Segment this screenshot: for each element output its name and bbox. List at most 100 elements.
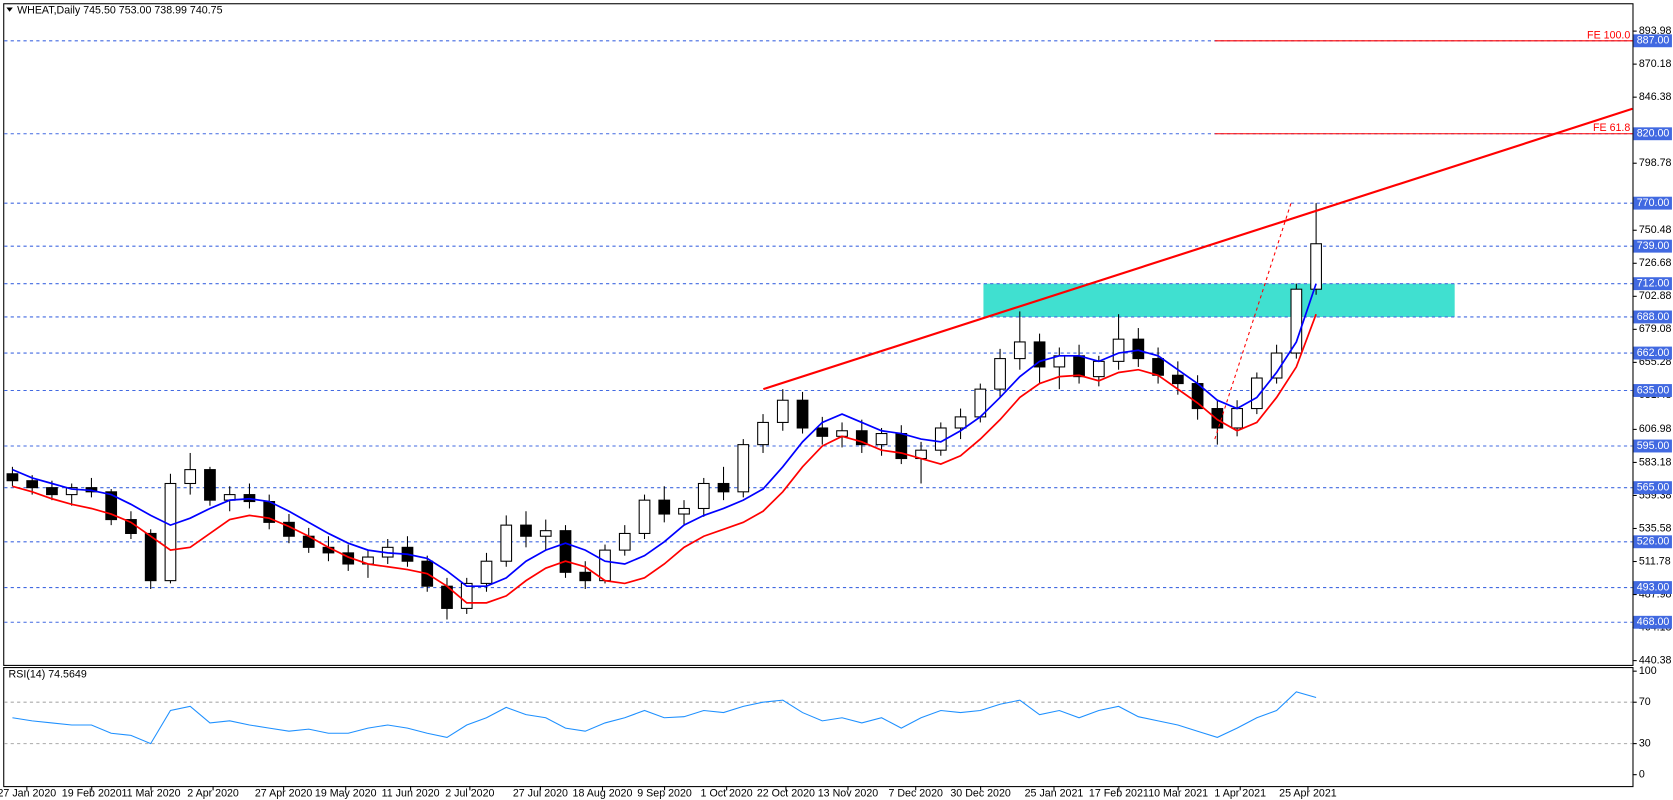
x-tick-label: 2 Jul 2020 <box>445 787 494 799</box>
candle-body <box>1152 358 1164 376</box>
trendline <box>763 107 1633 391</box>
rsi-line <box>12 691 1317 745</box>
candle-body <box>46 487 58 496</box>
y-tick-label: 583.18 <box>1639 456 1672 468</box>
fib-line <box>1214 202 1292 440</box>
x-tick-label: 18 Aug 2020 <box>573 787 633 799</box>
rsi-frame <box>3 667 1634 788</box>
level-label: 770.00 <box>1637 197 1670 209</box>
y-tick-label: 440.38 <box>1639 654 1672 666</box>
x-tick-label: 27 Apr 2020 <box>255 787 313 799</box>
x-tick-label: 13 Nov 2020 <box>818 787 879 799</box>
candle-body <box>599 549 611 582</box>
x-tick-label: 10 Mar 2021 <box>1148 787 1208 799</box>
candle-body <box>579 571 592 582</box>
level-label: 635.00 <box>1637 384 1670 396</box>
candle-body <box>618 532 631 551</box>
level-label-box <box>1633 34 1672 48</box>
candle-body <box>1092 360 1105 378</box>
candle-body <box>855 430 868 446</box>
x-tick-label: 9 Sep 2020 <box>637 787 692 799</box>
x-tick-label: 1 Apr 2021 <box>1214 787 1266 799</box>
candle-body <box>204 469 216 501</box>
candle-body <box>875 432 888 446</box>
level-label-box <box>1633 615 1672 629</box>
candle-body <box>65 487 78 496</box>
candle-body <box>1231 408 1243 429</box>
candle-body <box>105 491 118 521</box>
rsi-title: RSI(14) 74.5649 <box>9 668 87 680</box>
x-tick-label: 25 Jan 2021 <box>1025 787 1084 799</box>
y-tick-label: 679.08 <box>1639 323 1672 335</box>
rsi-y-tick-label: 30 <box>1639 737 1651 749</box>
candle-body <box>638 499 651 534</box>
level-label: 820.00 <box>1637 128 1670 140</box>
chart-title: WHEAT,Daily 745.50 753.00 738.99 740.75 <box>17 5 223 17</box>
menu-arrow <box>6 7 13 12</box>
level-label-box <box>1633 581 1672 595</box>
level-label: 468.00 <box>1637 616 1670 628</box>
level-label: 887.00 <box>1637 35 1670 47</box>
x-tick-label: 17 Feb 2021 <box>1089 787 1149 799</box>
candle-body <box>6 473 19 482</box>
support-zone <box>983 283 1455 317</box>
y-tick-label: 870.18 <box>1639 58 1672 70</box>
candle-body <box>954 416 967 429</box>
x-tick-label: 25 Apr 2021 <box>1279 787 1337 799</box>
main-frame <box>3 3 1634 666</box>
candle-body <box>1310 243 1322 290</box>
y-tick-label: 798.78 <box>1639 157 1672 169</box>
candle-body <box>1211 408 1224 429</box>
candle-body <box>757 421 769 446</box>
candle-body <box>1013 341 1026 360</box>
level-label: 493.00 <box>1637 581 1670 593</box>
fib-level-label: FE 100.0 <box>1587 29 1630 41</box>
candle-body <box>480 560 493 584</box>
x-tick-label: 27 Jan 2020 <box>0 787 56 799</box>
candle-body <box>1290 288 1303 354</box>
y-tick-label: 606.98 <box>1639 423 1672 435</box>
candle-body <box>1171 374 1184 385</box>
candle-body <box>164 482 177 582</box>
candle-body <box>1073 355 1085 378</box>
rsi-y-tick-label: 70 <box>1639 696 1651 708</box>
candle-body <box>717 482 730 493</box>
x-tick-label: 1 Oct 2020 <box>701 787 753 799</box>
x-tick-label: 30 Dec 2020 <box>950 787 1011 799</box>
level-label-box <box>1633 127 1672 141</box>
level-label-box <box>1633 481 1672 495</box>
y-tick-label: 511.78 <box>1639 555 1671 567</box>
level-label: 526.00 <box>1637 536 1670 548</box>
moving-average <box>12 283 1317 588</box>
candle-body <box>816 427 829 437</box>
level-label-box <box>1633 346 1672 360</box>
candle-body <box>460 582 473 609</box>
moving-average <box>12 313 1317 604</box>
candle-body <box>1033 341 1046 368</box>
x-tick-label: 11 Mar 2020 <box>121 787 180 799</box>
level-label: 712.00 <box>1637 277 1670 289</box>
candle-body <box>26 480 39 489</box>
y-tick-label: 535.58 <box>1639 522 1672 534</box>
level-label-box <box>1633 384 1672 397</box>
candle-body <box>1112 338 1125 362</box>
x-tick-label: 7 Dec 2020 <box>888 787 943 799</box>
candle-body <box>1250 377 1263 410</box>
candle-body <box>184 469 197 485</box>
candle-body <box>697 482 710 510</box>
y-tick-label: 750.48 <box>1639 224 1672 236</box>
candle-body <box>737 444 750 493</box>
y-tick-label: 726.68 <box>1639 257 1672 269</box>
x-tick-label: 19 Feb 2020 <box>62 787 122 799</box>
candle-body <box>776 399 789 423</box>
candle-body <box>994 358 1006 390</box>
level-label: 688.00 <box>1637 311 1670 323</box>
rsi-y-tick-label: 0 <box>1639 768 1645 780</box>
level-label-box <box>1633 239 1672 253</box>
x-tick-label: 22 Oct 2020 <box>757 787 815 799</box>
y-tick-label: 846.38 <box>1639 91 1672 103</box>
candle-body <box>539 530 552 537</box>
level-label: 739.00 <box>1637 240 1670 252</box>
